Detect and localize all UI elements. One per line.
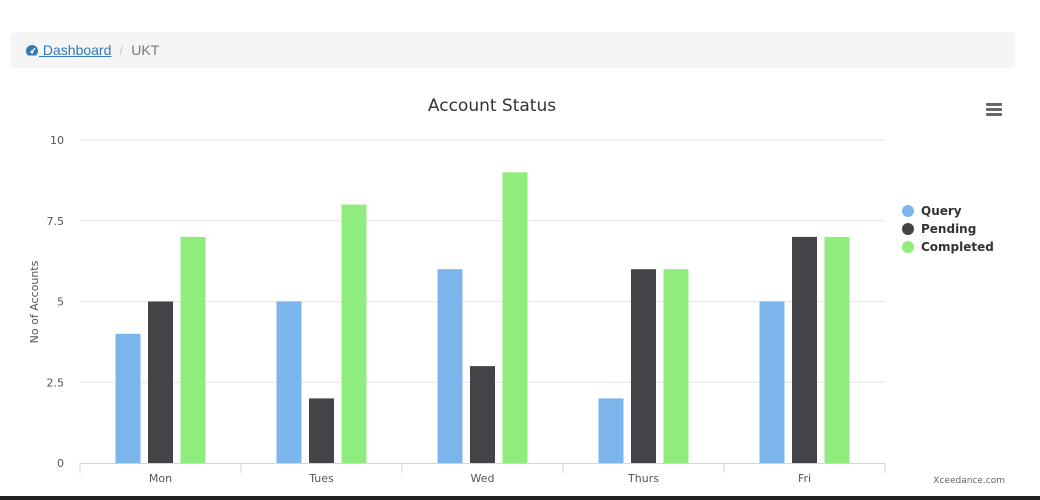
breadcrumb-dashboard-link[interactable]: Dashboard [25,42,111,58]
x-tick-label: Mon [149,472,172,485]
breadcrumb-separator: / [119,42,124,58]
x-tick-label: Fri [798,472,811,485]
y-tick-label: 2.5 [47,376,65,389]
x-tick-label: Wed [471,472,495,485]
bar-completed-thurs [663,269,689,463]
legend-marker-pending [902,223,914,235]
legend-marker-query [902,205,914,217]
x-tick-label: Tues [308,472,334,485]
y-tick-label: 0 [57,457,64,470]
breadcrumb-current: UKT [131,42,160,58]
menu-icon[interactable] [986,103,1002,116]
bar-pending-fri [792,236,817,463]
bar-query-fri [759,301,785,463]
legend-item-pending[interactable]: Pending [921,222,976,236]
bar-query-tues [276,301,302,463]
bar-completed-wed [502,172,528,464]
bar-pending-thurs [631,269,656,463]
bar-pending-mon [148,301,173,463]
bar-completed-fri [824,236,850,463]
bar-completed-mon [180,236,206,463]
y-axis-label: No of Accounts [28,260,41,343]
bottom-border [0,496,1040,500]
bar-completed-tues [341,204,367,463]
legend-item-query[interactable]: Query [921,204,962,218]
breadcrumb: Dashboard / UKT [10,32,1015,68]
bar-query-mon [115,333,141,463]
legend-item-completed[interactable]: Completed [921,240,994,254]
bar-pending-wed [470,366,495,463]
bar-query-thurs [598,398,624,463]
y-tick-label: 5 [57,296,64,309]
x-tick-label: Thurs [627,472,659,485]
y-tick-label: 10 [50,134,64,147]
bar-query-wed [437,269,463,463]
dashboard-icon [26,45,38,56]
legend-marker-completed [902,241,914,253]
bar-pending-tues [309,398,334,463]
chart-title: Account Status [428,96,556,116]
y-tick-label: 7.5 [47,215,65,228]
credits[interactable]: Xceedance.com [933,476,1005,486]
